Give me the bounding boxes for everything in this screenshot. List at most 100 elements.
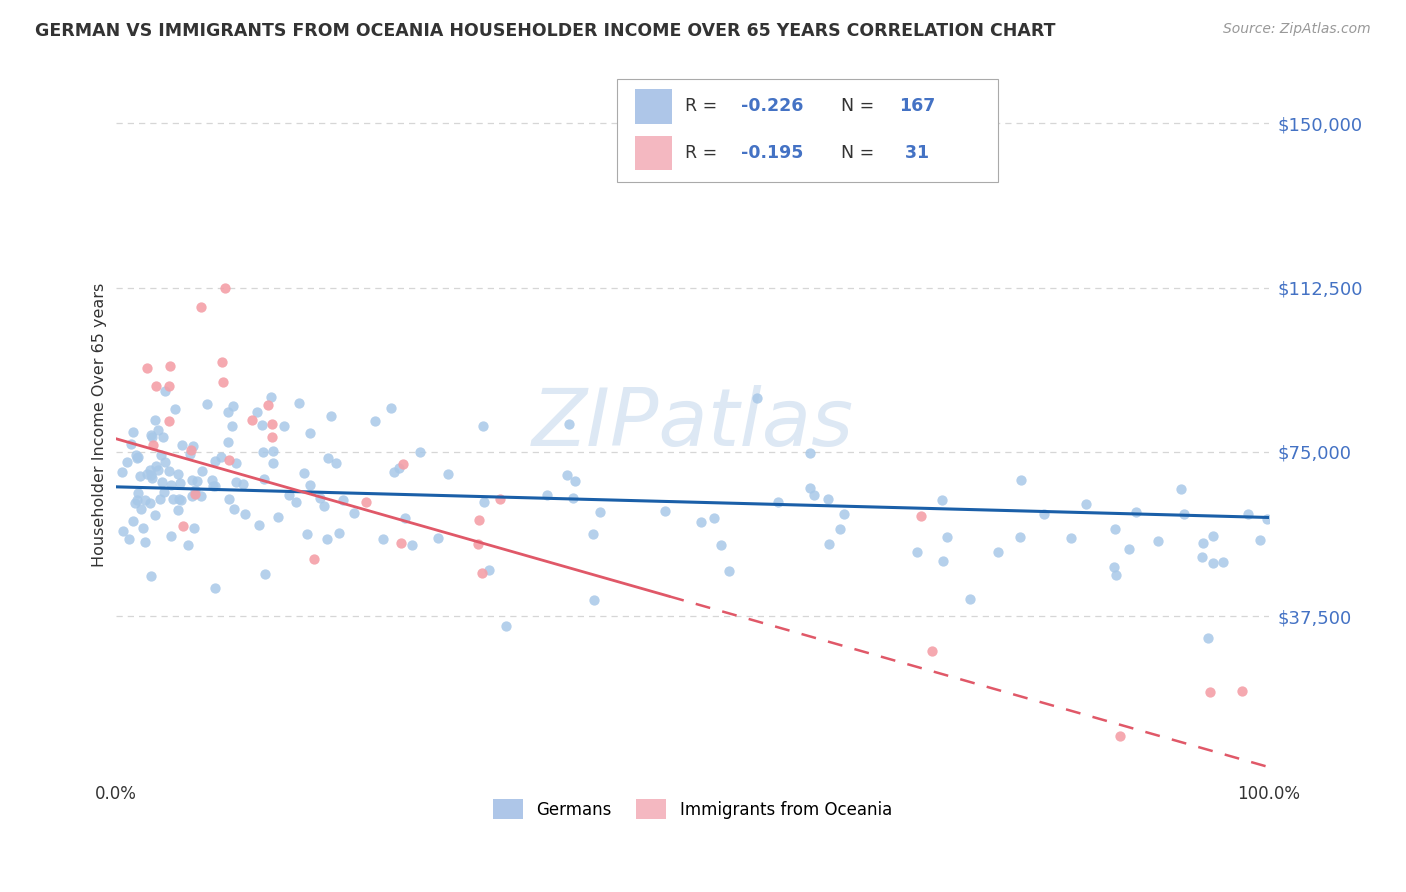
Point <box>183 521 205 535</box>
Point <box>536 488 558 502</box>
Point <box>180 443 202 458</box>
Point <box>1197 632 1219 646</box>
Point <box>910 509 932 524</box>
Point <box>309 491 332 505</box>
Point <box>297 527 319 541</box>
Point <box>1102 560 1125 574</box>
Point <box>1249 533 1271 547</box>
Point <box>262 430 284 444</box>
Point <box>472 494 495 508</box>
Point <box>766 495 789 509</box>
Point <box>157 379 180 393</box>
Point <box>959 592 981 607</box>
Point <box>153 485 176 500</box>
Point <box>832 508 855 522</box>
Text: R =: R = <box>686 97 723 115</box>
Point <box>582 527 605 541</box>
Point <box>1118 542 1140 557</box>
Text: R =: R = <box>686 144 723 162</box>
Point <box>246 405 269 419</box>
Point <box>159 414 181 428</box>
Text: GERMAN VS IMMIGRANTS FROM OCEANIA HOUSEHOLDER INCOME OVER 65 YEARS CORRELATION C: GERMAN VS IMMIGRANTS FROM OCEANIA HOUSEH… <box>35 22 1056 40</box>
Point <box>426 532 449 546</box>
Point <box>472 418 495 433</box>
Point <box>141 430 163 444</box>
Point <box>125 448 148 462</box>
Point <box>382 465 405 479</box>
Point <box>167 492 190 507</box>
Point <box>162 492 184 507</box>
Text: ZIPatlas: ZIPatlas <box>531 385 853 464</box>
Point <box>703 511 725 525</box>
Point <box>118 533 141 547</box>
Point <box>253 566 276 581</box>
Point <box>278 488 301 502</box>
Point <box>302 552 325 566</box>
Point <box>139 467 162 482</box>
Point <box>325 456 347 470</box>
Point <box>931 554 953 568</box>
Point <box>298 478 321 492</box>
Point <box>124 496 146 510</box>
Point <box>478 563 501 577</box>
Point <box>170 492 193 507</box>
Point <box>165 402 187 417</box>
Point <box>191 464 214 478</box>
Point <box>936 530 959 544</box>
Point <box>111 465 134 479</box>
Point <box>257 398 280 412</box>
Point <box>217 405 239 419</box>
Point <box>177 538 200 552</box>
Point <box>139 569 162 583</box>
Point <box>217 435 239 450</box>
Point <box>471 566 494 580</box>
Point <box>292 466 315 480</box>
Point <box>1170 482 1192 496</box>
Point <box>830 522 852 536</box>
Point <box>218 492 240 507</box>
Point <box>142 438 165 452</box>
Y-axis label: Householder Income Over 65 years: Householder Income Over 65 years <box>93 282 107 566</box>
Point <box>1125 505 1147 519</box>
Point <box>211 375 233 389</box>
Point <box>342 506 364 520</box>
Point <box>409 445 432 459</box>
Point <box>328 525 350 540</box>
Point <box>468 513 491 527</box>
Point <box>260 417 283 431</box>
Point <box>316 532 339 546</box>
Text: 31: 31 <box>898 144 929 162</box>
Point <box>195 397 218 411</box>
Point <box>221 419 243 434</box>
Point <box>240 413 263 427</box>
Point <box>389 536 412 550</box>
Point <box>285 495 308 509</box>
Point <box>159 359 181 374</box>
Point <box>364 414 387 428</box>
Point <box>1230 684 1253 698</box>
Point <box>184 483 207 497</box>
Text: -0.226: -0.226 <box>741 97 803 115</box>
Point <box>1146 533 1168 548</box>
Point <box>204 581 226 595</box>
Point <box>654 504 676 518</box>
Point <box>121 514 143 528</box>
Point <box>1212 555 1234 569</box>
Point <box>689 515 711 529</box>
Point <box>138 463 160 477</box>
Point <box>380 401 402 415</box>
Point <box>141 471 163 485</box>
Point <box>288 396 311 410</box>
Point <box>160 478 183 492</box>
Point <box>167 467 190 482</box>
Point <box>799 446 821 460</box>
Point <box>354 495 377 509</box>
Point <box>247 518 270 533</box>
Point <box>1010 530 1032 544</box>
Point <box>166 502 188 516</box>
Point <box>225 475 247 490</box>
Point <box>232 477 254 491</box>
Point <box>149 491 172 506</box>
Point <box>392 457 415 471</box>
Point <box>436 467 458 481</box>
